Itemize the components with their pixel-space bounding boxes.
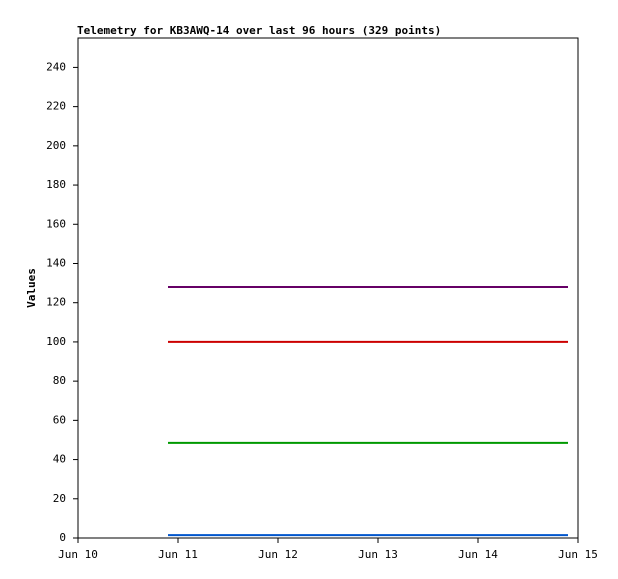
x-tick-label: Jun 10 bbox=[58, 548, 98, 561]
x-tick-label: Jun 14 bbox=[458, 548, 498, 561]
y-tick-label: 40 bbox=[53, 453, 66, 466]
y-tick-label: 200 bbox=[46, 139, 66, 152]
x-tick-label: Jun 13 bbox=[358, 548, 398, 561]
y-tick-label: 20 bbox=[53, 492, 66, 505]
y-tick-label: 80 bbox=[53, 374, 66, 387]
y-tick-label: 60 bbox=[53, 413, 66, 426]
y-axis-label: Values bbox=[25, 268, 38, 308]
y-tick-label: 120 bbox=[46, 296, 66, 309]
y-tick-label: 140 bbox=[46, 256, 66, 269]
y-tick-label: 220 bbox=[46, 100, 66, 113]
x-tick-label: Jun 12 bbox=[258, 548, 298, 561]
y-tick-label: 160 bbox=[46, 217, 66, 230]
x-tick-label: Jun 11 bbox=[158, 548, 198, 561]
y-tick-label: 100 bbox=[46, 335, 66, 348]
y-tick-label: 0 bbox=[59, 531, 66, 544]
y-tick-label: 180 bbox=[46, 178, 66, 191]
plot-frame bbox=[77, 37, 579, 539]
y-tick-label: 240 bbox=[46, 60, 66, 73]
x-tick-label: Jun 15 bbox=[558, 548, 598, 561]
chart-title: Telemetry for KB3AWQ-14 over last 96 hou… bbox=[77, 24, 441, 37]
